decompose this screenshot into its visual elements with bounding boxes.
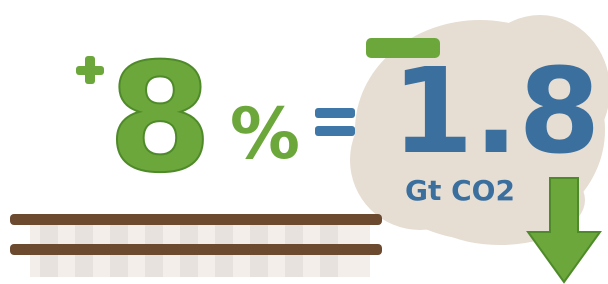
illustration: 8 % 1.8 Gt CO2 xyxy=(0,0,608,284)
page: 8 % 1.8 Gt CO2 (() => { const data = JSO… xyxy=(0,0,608,284)
left-unit: % xyxy=(230,93,300,175)
plus-sign xyxy=(76,56,104,84)
right-unit: Gt CO2 xyxy=(405,174,515,207)
equals-sign xyxy=(315,108,355,136)
left-number: 8 xyxy=(108,32,212,206)
tracks xyxy=(10,214,382,277)
right-number: 1.8 xyxy=(391,42,600,180)
